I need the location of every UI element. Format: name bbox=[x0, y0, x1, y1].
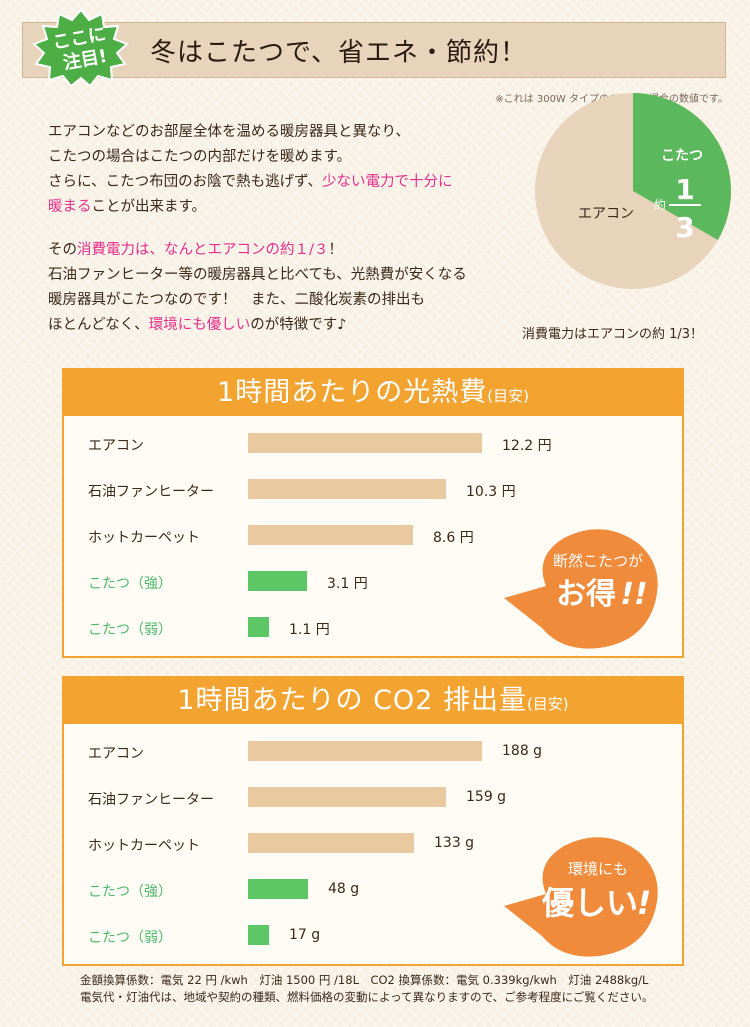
footer-line-2: 電気代・灯油代は、地域や契約の種類、燃料価格の変動によって異なりますので、ご参考… bbox=[80, 990, 654, 1004]
co2-burst: 環境にも 優しい ! bbox=[504, 837, 658, 957]
co2-chart-title: 1時間あたりの CO2 排出量(目安) bbox=[177, 685, 569, 716]
category-label: エアコン bbox=[88, 746, 144, 762]
intro-line: 石油ファンヒーター等の暖房器具と比べても、光熱費が安くなる bbox=[48, 267, 467, 283]
power-pie-chart: エアコン こたつ 約 1 3 bbox=[535, 93, 731, 289]
bar bbox=[248, 617, 269, 637]
value-label: 8.6 円 bbox=[433, 530, 474, 546]
highlight-text: 暖まる bbox=[48, 199, 92, 215]
intro-paragraph-1: エアコンなどのお部屋全体を温める暖房器具と異なり、 こたつの場合はこたつの内部だ… bbox=[48, 120, 453, 220]
co2-burst-line1: 環境にも bbox=[568, 860, 628, 878]
cost-burst-line2: お得 bbox=[556, 577, 616, 612]
pie-numerator: 1 bbox=[675, 173, 694, 206]
intro-paragraph-2: その消費電力は、なんとエアコンの約１/３！ 石油ファンヒーター等の暖房器具と比べ… bbox=[48, 238, 467, 338]
intro-line: エアコンなどのお部屋全体を温める暖房器具と異なり、 bbox=[48, 124, 410, 140]
bar bbox=[248, 787, 446, 807]
cost-burst-line1: 断然こたつが bbox=[553, 552, 643, 570]
value-label: 48 g bbox=[328, 881, 360, 897]
value-label: 10.3 円 bbox=[466, 484, 516, 500]
category-label: ホットカーペット bbox=[88, 530, 200, 546]
title-bar bbox=[22, 22, 726, 78]
bar bbox=[248, 833, 414, 853]
footer-line-1: 金額換算係数：電気 22 円 /kwh 灯油 1500 円 /18L CO2 換… bbox=[80, 973, 649, 987]
value-label: 133 g bbox=[434, 835, 475, 851]
co2-burst-mark: ! bbox=[637, 884, 652, 922]
value-label: 188 g bbox=[502, 743, 543, 759]
pie-slice-kotatsu bbox=[633, 93, 731, 240]
cost-burst: 断然こたつが お得 !! bbox=[504, 529, 658, 649]
intro-line: 暖まることが出来ます。 bbox=[48, 199, 207, 215]
attention-badge: ここに 注目! bbox=[32, 8, 129, 86]
category-label: エアコン bbox=[88, 438, 144, 454]
highlight-text: 少ない電力で十分に bbox=[322, 174, 453, 190]
category-label: ホットカーペット bbox=[88, 838, 200, 854]
bar bbox=[248, 525, 413, 545]
value-label: 1.1 円 bbox=[289, 622, 330, 638]
intro-line: ほとんどなく、環境にも優しいのが特徴です♪ bbox=[48, 317, 347, 333]
cost-chart-header: 1時間あたりの光熱費(目安) bbox=[64, 370, 682, 416]
pie-label-aircon: エアコン bbox=[578, 206, 634, 222]
highlight-text: 消費電力は、なんとエアコンの約１/３ bbox=[77, 242, 329, 258]
category-label: 石油ファンヒーター bbox=[88, 792, 214, 808]
bar bbox=[248, 479, 446, 499]
category-label: こたつ（弱） bbox=[88, 622, 172, 638]
footer-notes: 金額換算係数：電気 22 円 /kwh 灯油 1500 円 /18L CO2 換… bbox=[80, 972, 653, 1006]
category-label: 石油ファンヒーター bbox=[88, 484, 214, 500]
highlight-text: 環境にも優しい bbox=[148, 317, 251, 333]
value-label: 3.1 円 bbox=[327, 576, 368, 592]
intro-line: 暖房器具がこたつなのです！ また、二酸化炭素の排出も bbox=[48, 292, 425, 308]
bar bbox=[248, 433, 482, 453]
bar bbox=[248, 879, 308, 899]
pie-approx: 約 bbox=[654, 197, 666, 212]
page-title: 冬はこたつで、省エネ・節約！ bbox=[150, 38, 527, 68]
co2-chart-panel: 1時間あたりの CO2 排出量(目安) 環境にも 優しい ! エアコン 188 g… bbox=[62, 676, 684, 966]
pie-label-kotatsu: こたつ bbox=[661, 148, 703, 164]
value-label: 12.2 円 bbox=[502, 438, 552, 454]
value-label: 159 g bbox=[466, 789, 507, 805]
intro-line: こたつの場合はこたつの内部だけを暖めます。 bbox=[48, 149, 352, 165]
cost-chart-title: 1時間あたりの光熱費(目安) bbox=[217, 377, 529, 408]
bar bbox=[248, 741, 482, 761]
intro-line: その消費電力は、なんとエアコンの約１/３！ bbox=[48, 242, 343, 258]
cost-burst-mark: !! bbox=[620, 577, 647, 612]
co2-chart-header: 1時間あたりの CO2 排出量(目安) bbox=[64, 678, 682, 724]
category-label: こたつ（強） bbox=[88, 576, 172, 592]
category-label: こたつ（弱） bbox=[88, 930, 172, 946]
intro-line: さらに、こたつ布団のお陰で熱も逃げず、少ない電力で十分に bbox=[48, 174, 453, 190]
pie-caption: 消費電力はエアコンの約 1/3！ bbox=[522, 327, 704, 342]
co2-burst-line2: 優しい bbox=[541, 884, 638, 922]
category-label: こたつ（強） bbox=[88, 884, 172, 900]
pie-denominator: 3 bbox=[675, 211, 694, 244]
bar bbox=[248, 925, 269, 945]
bar bbox=[248, 571, 307, 591]
value-label: 17 g bbox=[289, 927, 321, 943]
cost-chart-panel: 1時間あたりの光熱費(目安) 断然こたつが お得 !! エアコン 12.2 円石油… bbox=[62, 368, 684, 658]
